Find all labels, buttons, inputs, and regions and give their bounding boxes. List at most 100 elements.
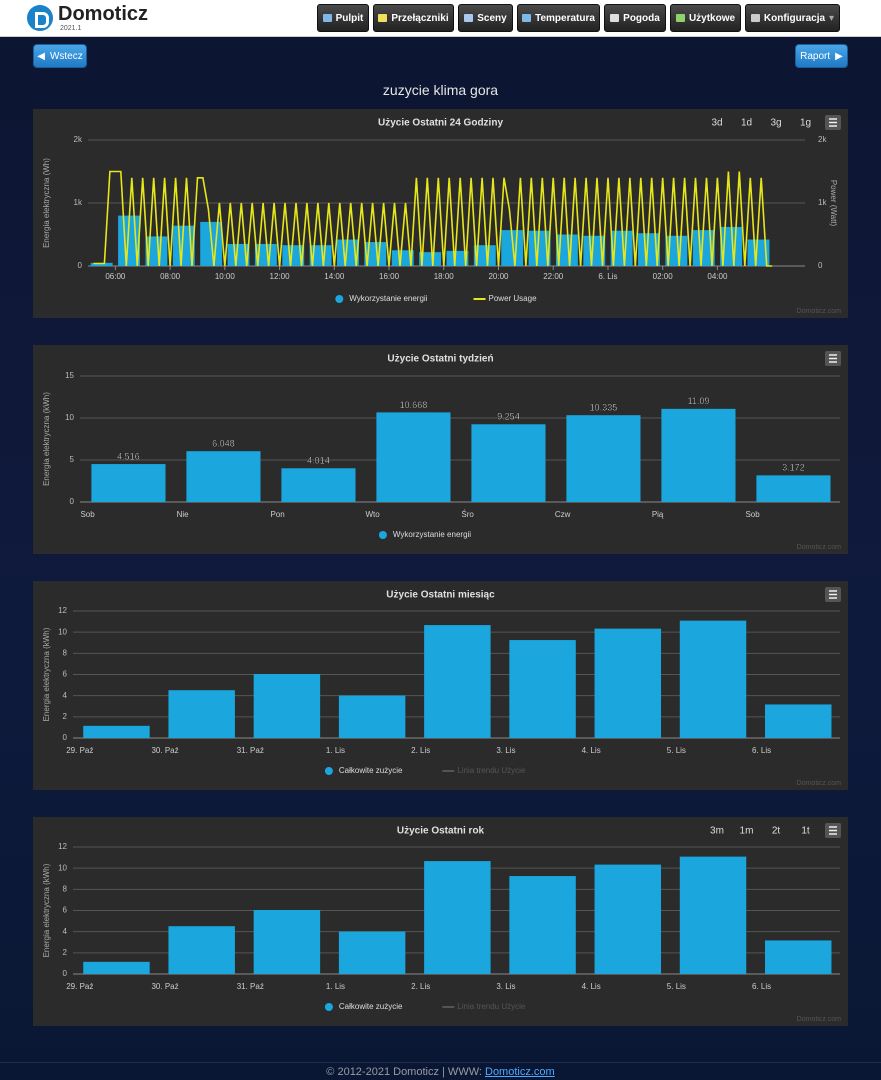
x-tick-label: 1. Lis xyxy=(326,746,345,755)
bar xyxy=(145,236,168,266)
bar xyxy=(509,876,576,974)
x-tick-label: 16:00 xyxy=(379,272,400,281)
x-tick-label: Pon xyxy=(270,510,284,519)
y-axis-title: Energia elektryczna (kWh) xyxy=(42,863,51,957)
nav-button[interactable]: Konfiguracja ▾ xyxy=(745,4,840,32)
x-tick-label: 5. Lis xyxy=(667,982,686,991)
version: 2021.1 xyxy=(60,25,82,32)
bar xyxy=(227,243,250,266)
credits: Domoticz.com xyxy=(797,308,842,315)
range-button[interactable]: 1m xyxy=(740,826,754,837)
y-tick-label: 15 xyxy=(65,371,74,380)
y2-tick-label: 0 xyxy=(818,261,823,270)
nav-button[interactable]: Pogoda xyxy=(604,4,666,32)
footer-text: © 2012-2021 Domoticz | WWW: xyxy=(326,1066,482,1078)
credits: Domoticz.com xyxy=(797,780,842,787)
y-tick-label: 1k xyxy=(74,198,83,207)
legend-label[interactable]: Wykorzystanie energii xyxy=(393,530,471,539)
bar xyxy=(282,245,305,266)
data-label: 10.668 xyxy=(400,400,428,410)
bar xyxy=(364,242,387,266)
report-label: Raport xyxy=(800,50,831,62)
nav-label: Pogoda xyxy=(623,12,660,24)
nav-button[interactable]: Użytkowe xyxy=(670,4,741,32)
nav-icon xyxy=(610,14,620,22)
bar xyxy=(756,475,831,502)
bar xyxy=(765,940,832,974)
logo-icon[interactable] xyxy=(27,5,53,31)
bar xyxy=(391,250,414,266)
nav-button[interactable]: Przełączniki xyxy=(373,4,454,32)
legend-label[interactable]: Całkowite zużycie xyxy=(339,1002,403,1011)
bar xyxy=(254,243,277,266)
legend-symbol xyxy=(324,767,333,775)
bar xyxy=(253,909,321,974)
logo-text[interactable]: Domoticz xyxy=(58,3,148,25)
bar xyxy=(424,861,491,974)
range-button[interactable]: 2t xyxy=(772,826,781,837)
range-button[interactable]: 3g xyxy=(770,118,781,129)
legend-label[interactable]: Całkowite zużycie xyxy=(339,766,403,775)
x-tick-label: 06:00 xyxy=(105,272,126,281)
nav-icon xyxy=(322,14,332,22)
legend-label[interactable]: Linia trendu Użycie xyxy=(457,766,526,775)
x-tick-label: 31. Paź xyxy=(237,982,264,991)
bar xyxy=(692,230,715,266)
report-button[interactable]: Raport ▶ xyxy=(795,44,848,68)
nav: Pulpit Przełączniki Sceny Temperatura Pogoda… xyxy=(317,4,840,32)
x-tick-label: 02:00 xyxy=(653,272,674,281)
bar xyxy=(679,856,747,974)
x-tick-label: 6. Lis xyxy=(752,982,771,991)
bar xyxy=(376,412,451,502)
nav-button[interactable]: Pulpit xyxy=(317,4,369,32)
bar xyxy=(168,926,235,974)
page-title: zuzycie klima gora xyxy=(382,82,499,98)
x-tick-label: 30. Paź xyxy=(151,982,178,991)
x-tick-label: Czw xyxy=(555,510,571,519)
y-tick-label: 5 xyxy=(70,455,75,464)
nav-button[interactable]: Temperatura xyxy=(517,4,600,32)
top-bar: Domoticz 2021.1 Pulpit Przełączniki Sceny T… xyxy=(0,0,881,37)
x-tick-label: 2. Lis xyxy=(411,982,430,991)
y-tick-label: 10 xyxy=(65,413,74,422)
bar xyxy=(594,864,662,974)
bar xyxy=(473,245,496,266)
nav-icon xyxy=(378,14,388,22)
y-tick-label: 4 xyxy=(63,927,68,936)
bar xyxy=(679,620,747,738)
data-label: 4.516 xyxy=(117,451,140,461)
range-button[interactable]: 1t xyxy=(801,826,810,837)
nav-icon xyxy=(464,14,474,22)
x-tick-label: 18:00 xyxy=(434,272,455,281)
range-button[interactable]: 3m xyxy=(710,826,724,837)
chart-title: Użycie Ostatni 24 Godziny xyxy=(378,118,503,129)
data-label: 9.254 xyxy=(497,412,520,422)
line xyxy=(93,170,773,267)
nav-button[interactable]: Sceny xyxy=(458,4,513,32)
legend-label[interactable]: Wykorzystanie energii xyxy=(349,294,427,303)
x-tick-label: 5. Lis xyxy=(667,746,686,755)
range-button[interactable]: 1d xyxy=(741,118,752,129)
bar xyxy=(501,230,524,266)
chart-panel: Użycie Ostatni miesiąc 0 2 4 6 8 10 12 Energia e… xyxy=(33,581,848,790)
x-tick-label: Pią xyxy=(652,510,664,519)
footer-link[interactable]: Domoticz.com xyxy=(485,1066,555,1078)
legend-label[interactable]: Power Usage xyxy=(489,294,538,303)
legend-label[interactable]: Linia trendu Użycie xyxy=(457,1002,526,1011)
caret: ▾ xyxy=(829,12,835,24)
back-button[interactable]: ◀ Wstecz xyxy=(33,44,87,68)
x-tick-label: 3. Lis xyxy=(496,746,515,755)
y-tick-label: 12 xyxy=(58,842,67,851)
bar xyxy=(446,250,469,266)
range-button[interactable]: 3d xyxy=(711,118,722,129)
range-button[interactable]: 1g xyxy=(800,118,811,129)
data-label: 10.335 xyxy=(590,403,618,413)
chart-title: Użycie Ostatni rok xyxy=(397,826,485,837)
x-tick-label: Sob xyxy=(745,510,760,519)
nav-icon xyxy=(675,14,685,22)
x-tick-label: 04:00 xyxy=(707,272,728,281)
data-label: 11.09 xyxy=(688,396,710,406)
legend-symbol xyxy=(324,1003,333,1011)
bar xyxy=(566,415,641,502)
nav-label: Temperatura xyxy=(535,12,595,24)
